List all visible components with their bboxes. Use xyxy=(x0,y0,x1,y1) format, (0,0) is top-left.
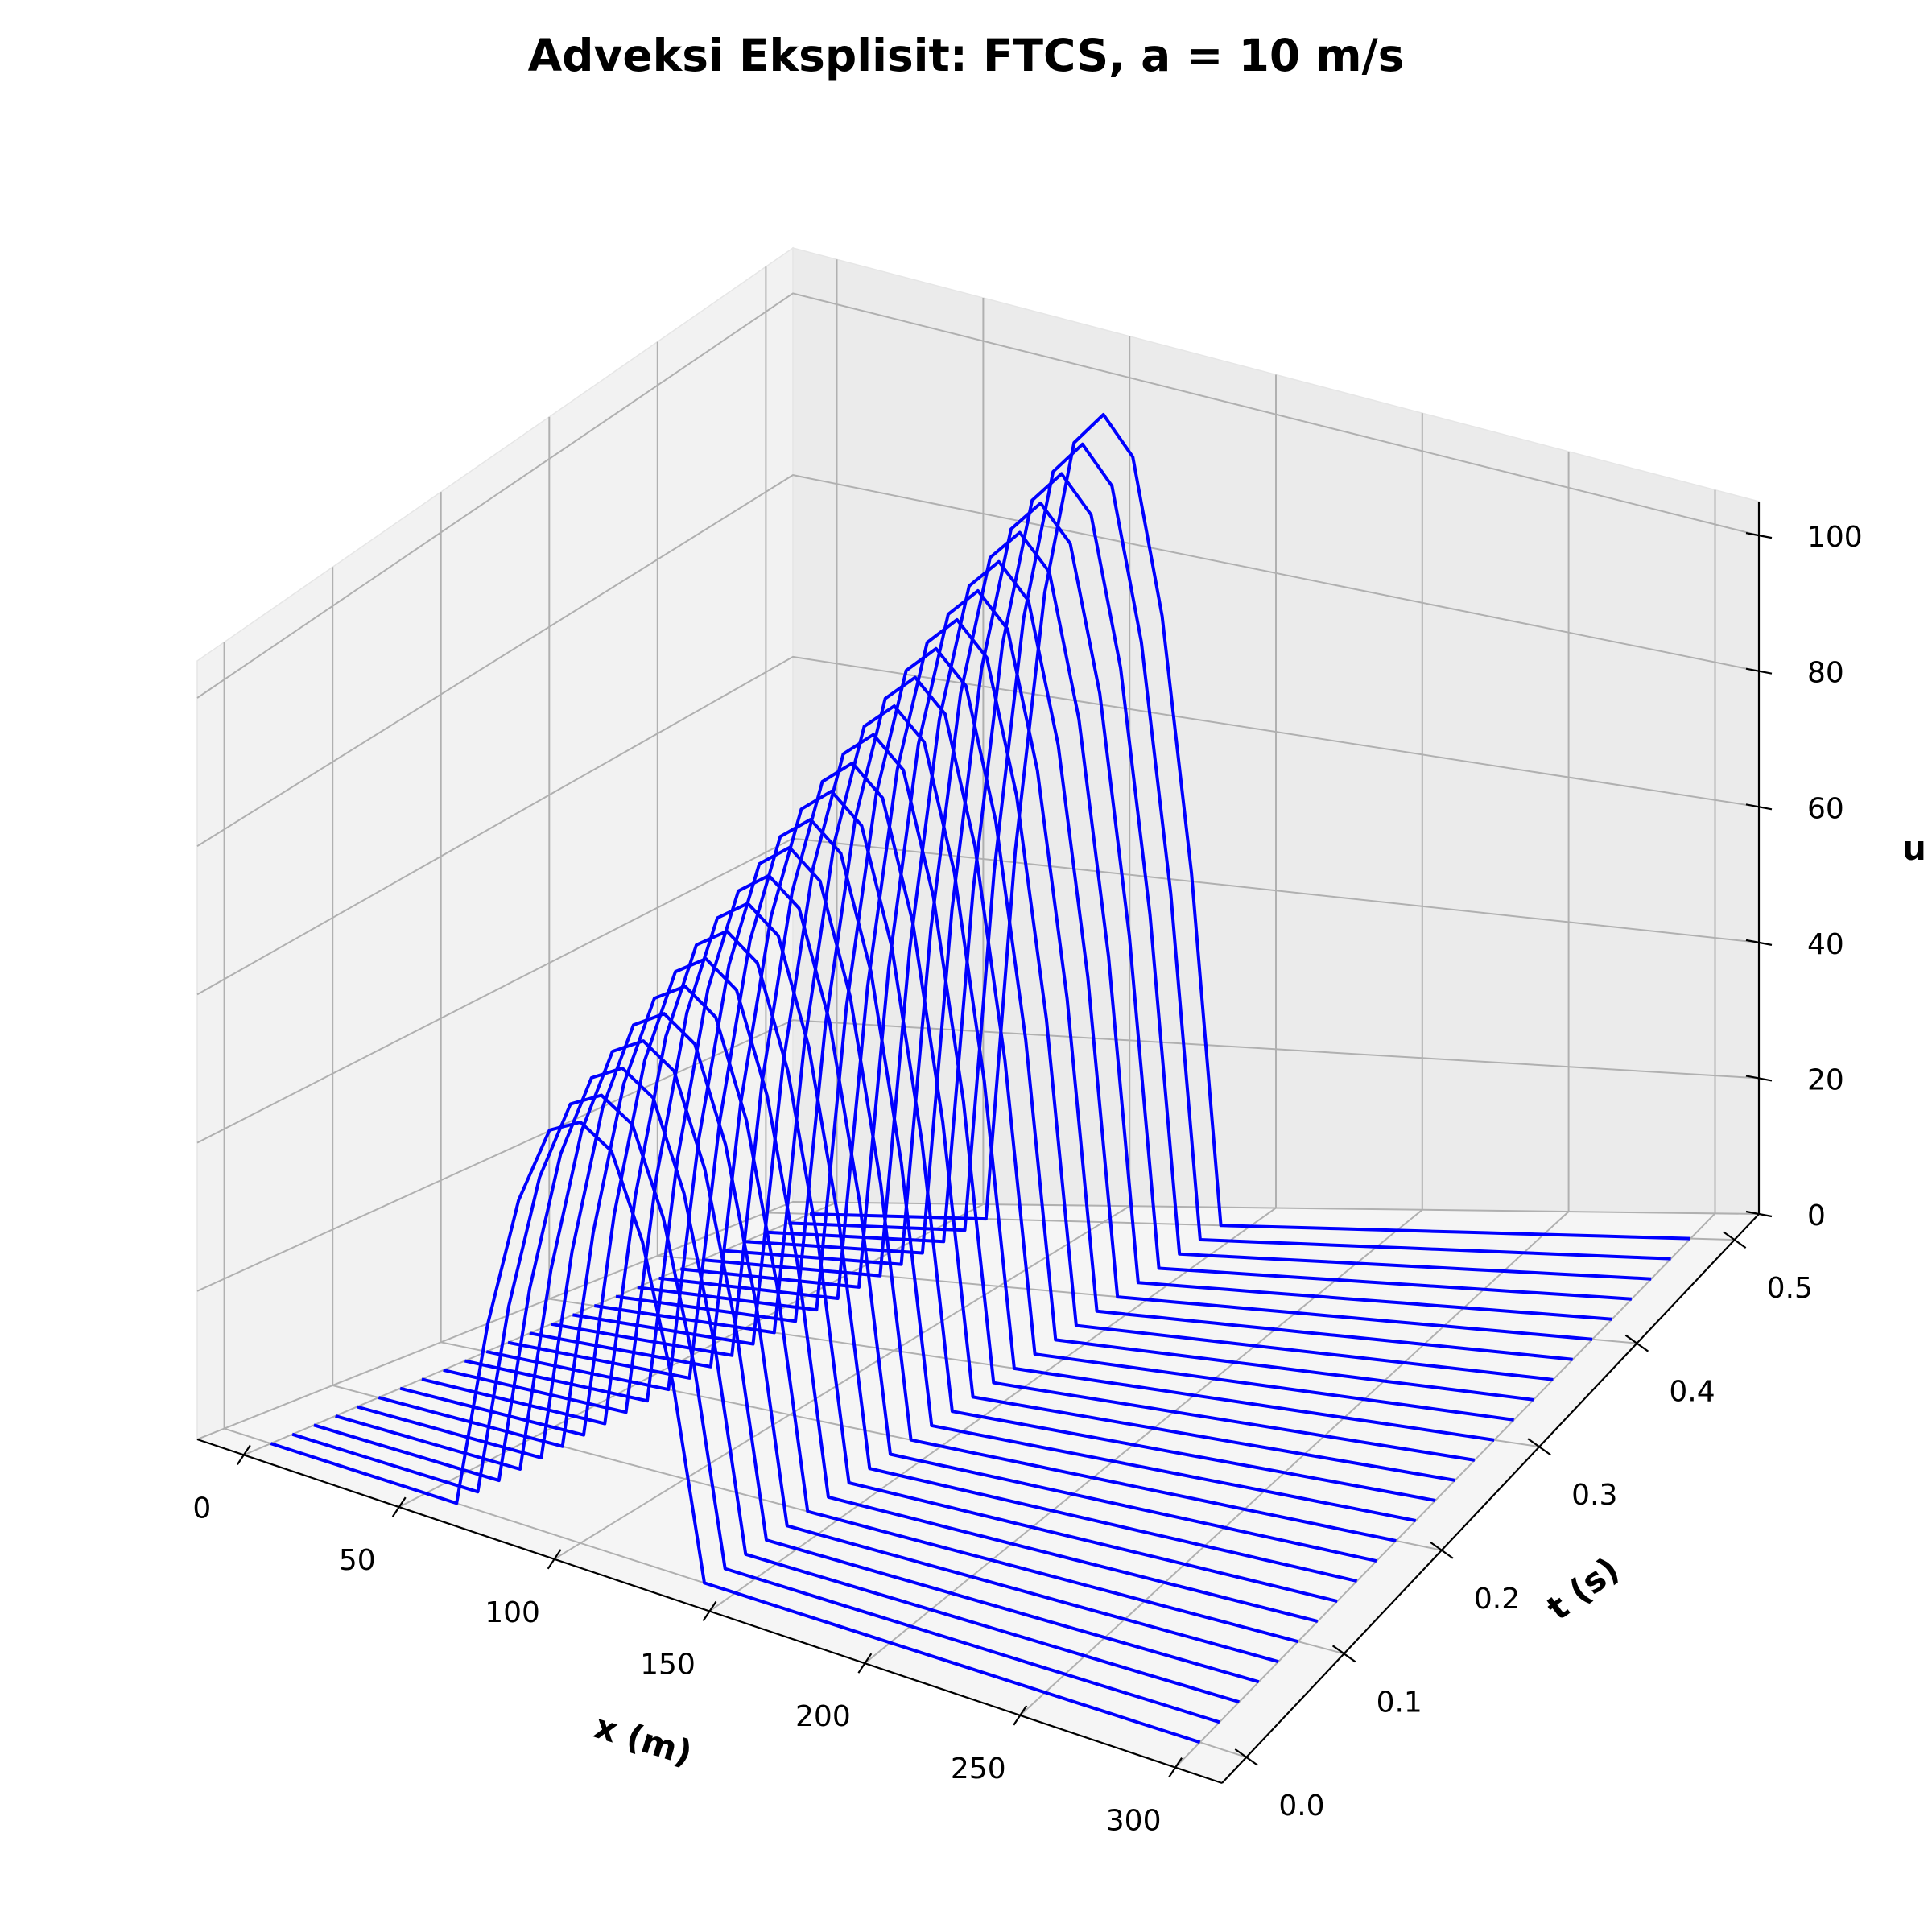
grid-line-u xyxy=(196,1200,1760,1440)
u-axis-label: u xyxy=(1902,828,1926,868)
series-profiles xyxy=(270,413,1691,1744)
x-tick-label: 200 xyxy=(795,1700,851,1733)
series-line xyxy=(507,818,1417,1522)
series-line xyxy=(680,588,1573,1361)
series-line xyxy=(291,1093,1220,1724)
u-tick-label: 40 xyxy=(1807,928,1844,961)
axes-panes xyxy=(195,246,1761,1784)
t-axis-label: t (s) xyxy=(1539,1549,1626,1628)
t-tick-mark xyxy=(1723,1231,1747,1249)
t-tick-mark xyxy=(1331,1645,1356,1663)
grid-line-u xyxy=(196,655,1760,996)
x-tick-mark xyxy=(391,1496,407,1517)
x-tick-mark xyxy=(857,1653,873,1674)
t-tick-mark xyxy=(1624,1334,1649,1352)
series-line xyxy=(723,530,1612,1321)
series-line xyxy=(485,845,1397,1542)
series-line xyxy=(810,413,1691,1241)
axes-lines xyxy=(196,502,1773,1785)
series-line xyxy=(572,733,1476,1462)
x-tick-mark xyxy=(702,1600,717,1622)
u-tick-mark xyxy=(1745,1075,1773,1082)
series-line xyxy=(637,646,1534,1402)
u-tick-label: 100 xyxy=(1807,521,1863,554)
series-line xyxy=(464,873,1377,1563)
series-line xyxy=(788,442,1671,1261)
u-tick-mark xyxy=(1745,803,1773,811)
u-tick-label: 20 xyxy=(1807,1063,1844,1096)
series-line xyxy=(766,472,1652,1281)
x-tick-mark xyxy=(1013,1705,1028,1726)
series-line xyxy=(356,1012,1279,1664)
t-tick-mark xyxy=(1527,1438,1551,1456)
t-tick-label: 0.0 xyxy=(1278,1790,1324,1823)
x-tick-mark xyxy=(1168,1757,1183,1778)
t-tick-label: 0.2 xyxy=(1474,1583,1520,1616)
series-line xyxy=(745,502,1633,1301)
t-tick-mark xyxy=(1430,1541,1454,1559)
x-tick-label: 100 xyxy=(485,1596,540,1629)
u-tick-mark xyxy=(1745,1210,1773,1218)
x-tick-mark xyxy=(547,1549,562,1570)
x-tick-mark xyxy=(236,1444,251,1466)
series-line xyxy=(399,957,1319,1624)
series-line xyxy=(529,789,1436,1502)
series-line xyxy=(615,675,1514,1422)
x-tick-label: 150 xyxy=(640,1649,696,1682)
series-line xyxy=(421,929,1338,1604)
t-tick-label: 0.1 xyxy=(1377,1686,1422,1719)
series-line xyxy=(270,1121,1201,1744)
x-tick-label: 250 xyxy=(951,1752,1006,1785)
x-tick-label: 300 xyxy=(1106,1805,1162,1838)
grid-line-u xyxy=(196,292,1760,699)
x-axis-label: x (m) xyxy=(590,1707,697,1773)
u-tick-mark xyxy=(1745,532,1773,539)
series-line xyxy=(443,902,1358,1583)
u-tick-label: 60 xyxy=(1807,792,1844,825)
x-tick-label: 0 xyxy=(192,1492,211,1525)
series-line xyxy=(701,559,1593,1341)
u-tick-label: 0 xyxy=(1807,1199,1826,1232)
axes-tick-labels: 0 50 100 150 200 250 300 0.0 0.1 0.2 0.3 0.4 0.5 0 20 4… xyxy=(192,521,1862,1837)
t-tick-label: 0.3 xyxy=(1571,1479,1617,1512)
series-line xyxy=(313,1066,1240,1704)
x-tick-label: 50 xyxy=(339,1544,376,1577)
series-line xyxy=(335,1039,1260,1684)
series-line xyxy=(378,985,1299,1644)
t-tick-label: 0.5 xyxy=(1767,1272,1813,1305)
t-axis-line xyxy=(1221,1213,1760,1784)
grid-line-u xyxy=(196,474,1760,848)
u-tick-mark xyxy=(1745,667,1773,675)
grid-line-u xyxy=(196,1019,1760,1292)
series-line xyxy=(658,617,1554,1381)
series-line xyxy=(593,704,1495,1442)
u-tick-mark xyxy=(1745,939,1773,946)
series-line xyxy=(551,761,1455,1482)
t-tick-label: 0.4 xyxy=(1669,1376,1715,1409)
u-tick-label: 80 xyxy=(1807,657,1844,690)
chart-title: Adveksi Eksplisit: FTCS, a = 10 m/s xyxy=(528,30,1405,81)
t-tick-mark xyxy=(1234,1748,1258,1766)
